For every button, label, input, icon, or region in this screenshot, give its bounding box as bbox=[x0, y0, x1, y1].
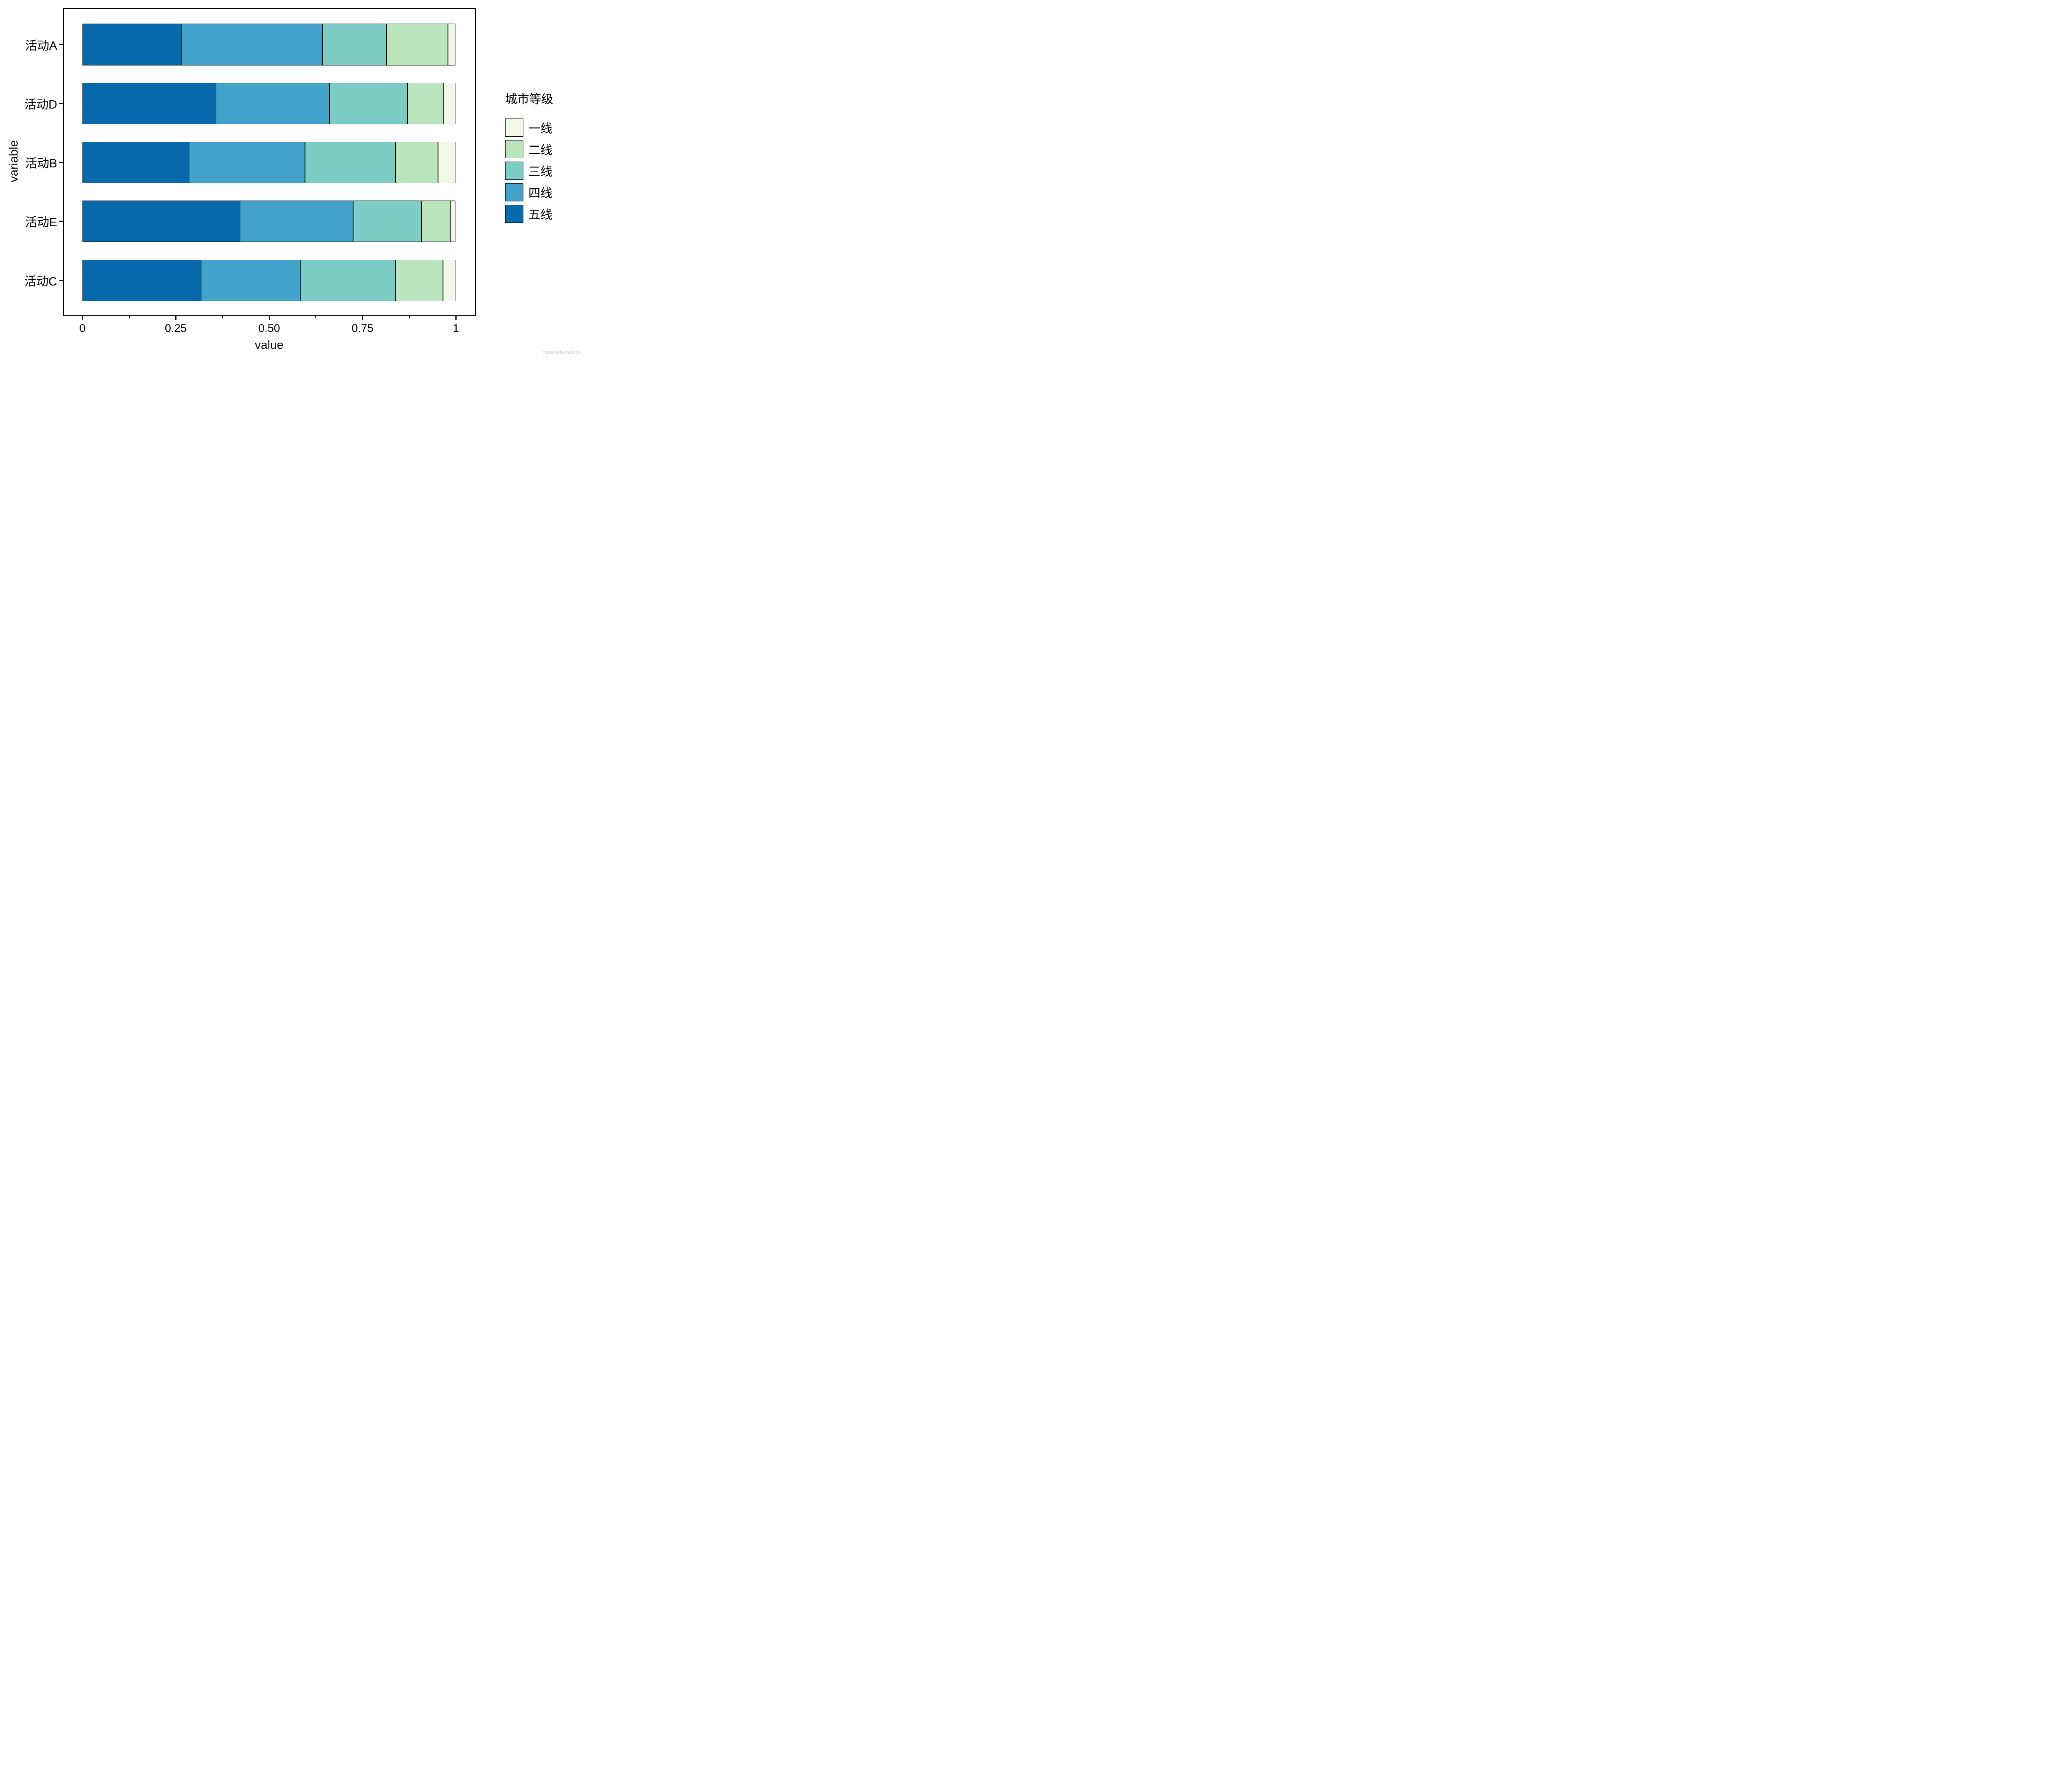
bar-segment-二线 bbox=[387, 24, 448, 65]
legend: 城市等级 一线二线三线四线五线 bbox=[505, 92, 553, 226]
x-axis-minor-tick bbox=[315, 316, 317, 318]
bar-row-活动C bbox=[64, 259, 475, 301]
x-axis-title: value bbox=[254, 339, 284, 352]
legend-title: 城市等级 bbox=[505, 93, 554, 106]
category-label: 活动A bbox=[25, 39, 57, 53]
bar-segment-五线 bbox=[82, 82, 217, 124]
legend-items: 一线二线三线四线五线 bbox=[505, 119, 553, 223]
legend-swatch bbox=[505, 162, 523, 180]
category-label: 活动E bbox=[25, 216, 57, 230]
legend-item-label: 四线 bbox=[528, 187, 553, 200]
watermark: CSDN @蟹老板2020 bbox=[542, 351, 580, 355]
x-axis-major-tick bbox=[175, 316, 177, 320]
legend-item-label: 五线 bbox=[528, 208, 553, 222]
legend-item-四线: 四线 bbox=[505, 183, 553, 201]
bar-segment-一线 bbox=[451, 201, 456, 242]
x-axis-tick-label: 0.75 bbox=[351, 322, 374, 334]
category-label: 活动C bbox=[24, 275, 57, 288]
legend-swatch bbox=[505, 183, 523, 201]
x-axis-tick-label: 0 bbox=[79, 322, 86, 334]
bar-segment-三线 bbox=[322, 24, 387, 65]
legend-item-一线: 一线 bbox=[505, 119, 553, 137]
bar-segment-四线 bbox=[240, 201, 353, 242]
bar-segment-三线 bbox=[305, 141, 396, 184]
legend-item-二线: 二线 bbox=[505, 140, 553, 158]
x-axis-tick-label: 1 bbox=[453, 322, 459, 334]
legend-swatch bbox=[505, 205, 523, 223]
category-label: 活动D bbox=[24, 98, 57, 111]
legend-item-三线: 三线 bbox=[505, 162, 553, 180]
x-axis-minor-tick bbox=[128, 316, 130, 318]
bar-segment-二线 bbox=[421, 201, 451, 242]
plot-area: value 活动A 活动D 活动B 活动E 活动C 0 0.25 0.50 0.75 1 bbox=[24, 8, 476, 352]
x-axis-tick-label: 0.25 bbox=[165, 322, 187, 334]
bar-segment-四线 bbox=[216, 82, 330, 124]
legend-item-label: 一线 bbox=[528, 122, 553, 135]
bar-segment-一线 bbox=[448, 24, 456, 65]
y-axis-title: variable bbox=[7, 140, 21, 182]
y-axis-tick bbox=[59, 44, 63, 45]
legend-item-五线: 五线 bbox=[505, 205, 553, 223]
bar-row-活动B bbox=[64, 141, 475, 184]
bar-segment-二线 bbox=[395, 259, 443, 301]
x-axis-major-tick bbox=[362, 316, 363, 320]
x-axis-major-tick bbox=[455, 316, 457, 320]
bar-segment-一线 bbox=[443, 259, 456, 301]
y-axis-tick bbox=[59, 280, 63, 281]
bar-segment-四线 bbox=[201, 259, 301, 301]
bar-segment-三线 bbox=[301, 259, 396, 301]
y-axis-tick bbox=[59, 103, 63, 104]
legend-swatch bbox=[505, 140, 523, 158]
y-axis-tick bbox=[59, 162, 63, 163]
category-label: 活动B bbox=[25, 157, 57, 171]
y-axis-tick bbox=[59, 221, 63, 222]
legend-item-label: 三线 bbox=[528, 165, 553, 179]
bar-segment-二线 bbox=[407, 82, 444, 124]
bar-row-活动D bbox=[64, 82, 475, 124]
legend-swatch bbox=[505, 119, 523, 137]
bar-segment-五线 bbox=[82, 201, 241, 242]
legend-item-label: 二线 bbox=[528, 144, 553, 157]
bar-segment-一线 bbox=[444, 82, 456, 124]
x-axis-major-tick bbox=[82, 316, 83, 320]
bar-segment-三线 bbox=[329, 82, 407, 124]
bar-segment-三线 bbox=[353, 201, 422, 242]
bar-segment-五线 bbox=[82, 141, 189, 184]
bar-segment-五线 bbox=[82, 259, 202, 301]
x-axis-minor-tick bbox=[222, 316, 223, 318]
x-axis-major-tick bbox=[269, 316, 270, 320]
bar-segment-四线 bbox=[189, 141, 305, 184]
bar-segment-五线 bbox=[82, 24, 182, 65]
bar-segment-四线 bbox=[182, 24, 323, 65]
bar-row-活动A bbox=[64, 24, 475, 65]
bar-row-活动E bbox=[64, 201, 475, 242]
bar-segment-二线 bbox=[395, 141, 438, 184]
x-axis-minor-tick bbox=[409, 316, 410, 318]
figure-canvas: variable value 活动A 活动D 活动B 活动E 活动C 0 0.25 0.50 0… bbox=[0, 0, 583, 357]
x-axis-tick-label: 0.50 bbox=[258, 322, 280, 334]
bar-segment-一线 bbox=[438, 141, 456, 184]
